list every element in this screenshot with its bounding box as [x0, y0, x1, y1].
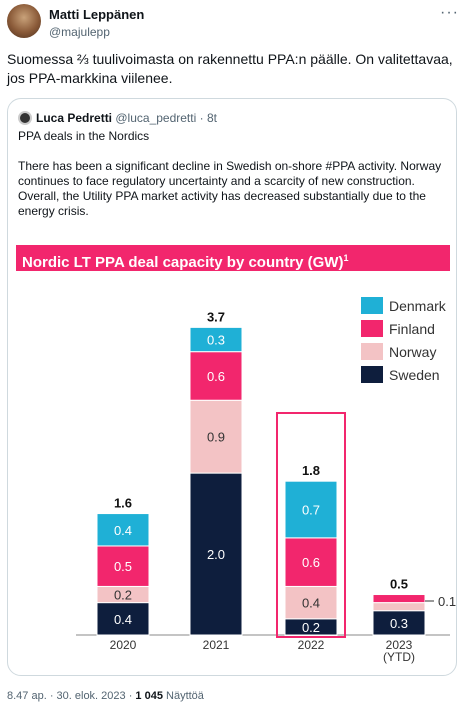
quote-heading: PPA deals in the Nordics	[18, 129, 150, 143]
legend-swatch	[361, 297, 383, 314]
data-label: 0.2	[302, 620, 320, 635]
tweet-footer: 8.47 ap. · 30. elok. 2023 · 1 045 Näyttö…	[7, 690, 204, 702]
bar-finland	[372, 594, 426, 604]
view-label: Näyttöä	[162, 690, 204, 702]
quoted-tweet[interactable]: Luca Pedretti @luca_pedretti · 8t PPA de…	[7, 98, 457, 676]
data-label: 0.7	[302, 503, 320, 518]
quote-author-handle: @luca_pedretti	[115, 111, 197, 125]
data-label: 0.4	[302, 596, 320, 611]
quote-body: There has been a significant decline in …	[18, 159, 442, 218]
data-label: 0.3	[207, 333, 225, 348]
data-label: 0.6	[302, 555, 320, 570]
total-label: 3.7	[207, 309, 225, 324]
bar-finland	[96, 545, 150, 587]
tweet-timestamp[interactable]: 8.47 ap. · 30. elok. 2023 ·	[7, 690, 136, 702]
stacked-bar-chart: 0.4 0.2 0.5 0.4 1.6 2020 2.0 0.9 0.6 0.3 3.7 2021 0.…	[76, 297, 456, 664]
legend-swatch	[361, 320, 383, 337]
annotation-label: 0.1	[438, 594, 456, 609]
data-label: 0.4	[114, 523, 132, 538]
data-label: 0.5	[114, 559, 132, 574]
x-tick-label: (YTD)	[383, 650, 415, 664]
bar-sweden	[96, 602, 150, 636]
data-label: 0.6	[207, 369, 225, 384]
quote-time: · 8t	[199, 111, 217, 125]
data-label: 0.2	[114, 588, 132, 603]
author-handle[interactable]: @majulepp	[49, 25, 110, 39]
author-name[interactable]: Matti Leppänen	[49, 7, 145, 22]
total-label: 1.6	[114, 496, 132, 511]
highlight-box	[276, 412, 346, 638]
avatar[interactable]	[7, 4, 41, 38]
more-icon[interactable]: ···	[440, 4, 459, 21]
data-label: 0.9	[207, 430, 225, 445]
legend-label: Denmark	[389, 298, 447, 314]
chart-title: Nordic LT PPA deal capacity by country (…	[16, 245, 450, 271]
view-count: 1 045	[135, 690, 163, 702]
bar-norway	[189, 399, 243, 474]
legend-swatch	[361, 366, 383, 383]
data-label: 0.4	[114, 612, 132, 627]
legend-swatch	[361, 343, 383, 360]
bar-norway	[372, 602, 426, 612]
x-tick-label: 2023	[386, 638, 413, 652]
tweet-header: Matti Leppänen @majulepp ···	[7, 4, 461, 40]
total-label: 1.8	[302, 463, 320, 478]
quote-author-name: Luca Pedretti	[36, 111, 113, 125]
data-label: 0.3	[390, 616, 408, 631]
tweet-text: Suomessa ⅔ tuulivoimasta on rakennettu P…	[7, 51, 453, 86]
bar-sweden	[372, 610, 426, 636]
bar-norway	[284, 585, 338, 620]
chart-image: Nordic LT PPA deal capacity by country (…	[10, 237, 456, 675]
x-tick-label: 2020	[110, 638, 137, 652]
quote-text: PPA deals in the Nordics There has been …	[18, 129, 446, 234]
bar-denmark	[284, 480, 338, 539]
legend-label: Finland	[389, 321, 435, 337]
x-tick-label: 2021	[203, 638, 230, 652]
legend-label: Sweden	[389, 367, 440, 383]
bar-finland	[189, 351, 243, 401]
total-label: 0.5	[390, 577, 408, 592]
bar-denmark	[96, 513, 150, 547]
quote-avatar	[18, 111, 32, 125]
bar-denmark	[189, 326, 243, 353]
quote-header: Luca Pedretti @luca_pedretti · 8t	[18, 111, 217, 125]
bar-sweden	[189, 472, 243, 636]
legend-label: Norway	[389, 344, 436, 360]
x-tick-label: 2022	[298, 638, 325, 652]
data-label: 2.0	[207, 547, 225, 562]
